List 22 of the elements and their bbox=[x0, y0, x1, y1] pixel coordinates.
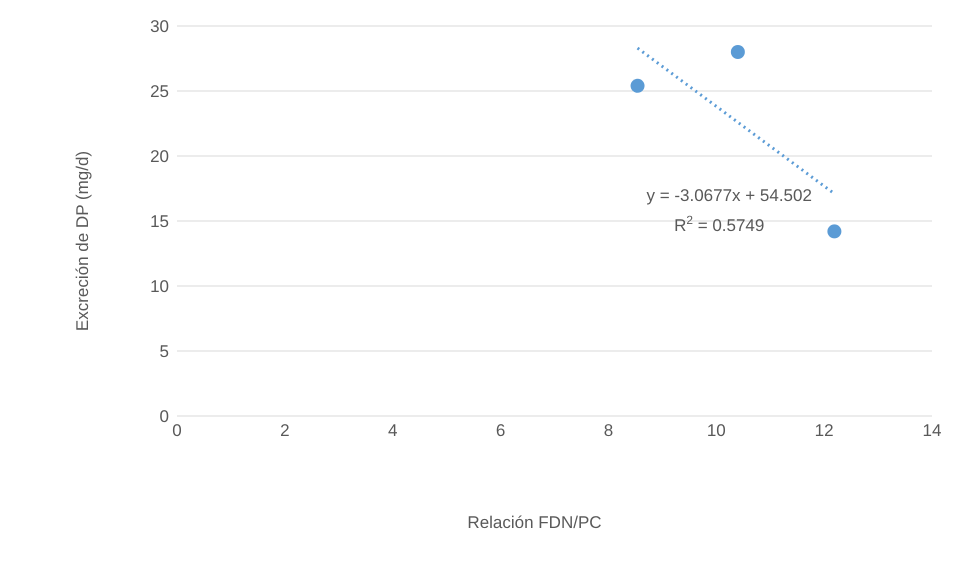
y-tick-label: 5 bbox=[160, 342, 169, 362]
y-tick-label: 0 bbox=[160, 407, 169, 426]
x-tick-label: 4 bbox=[388, 421, 398, 440]
point bbox=[827, 224, 842, 238]
x-axis-title: Relación FDN/PC bbox=[467, 513, 602, 532]
x-tick-label: 6 bbox=[496, 421, 506, 440]
annotation: y = -3.0677x + 54.502 bbox=[646, 186, 812, 205]
y-tick-label: 30 bbox=[150, 17, 169, 36]
point bbox=[630, 78, 645, 93]
y-tick-label: 20 bbox=[150, 147, 169, 166]
y-tick-label: 10 bbox=[150, 277, 169, 296]
y-tick-label: 25 bbox=[150, 82, 169, 102]
y-tick-label: 15 bbox=[150, 212, 169, 232]
point bbox=[730, 45, 745, 59]
x-tick-label: 0 bbox=[172, 421, 182, 440]
x-tick-label: 14 bbox=[922, 421, 942, 440]
x-tick-label: 8 bbox=[604, 421, 614, 440]
x-tick-label: 10 bbox=[706, 421, 726, 440]
x-tick-label: 12 bbox=[814, 421, 834, 440]
x-tick-label: 2 bbox=[280, 421, 290, 440]
annotation: R$^{2}$ = 0.5749 bbox=[674, 212, 764, 235]
y-axis-title: Excreción de DP (mg/d) bbox=[73, 150, 92, 332]
